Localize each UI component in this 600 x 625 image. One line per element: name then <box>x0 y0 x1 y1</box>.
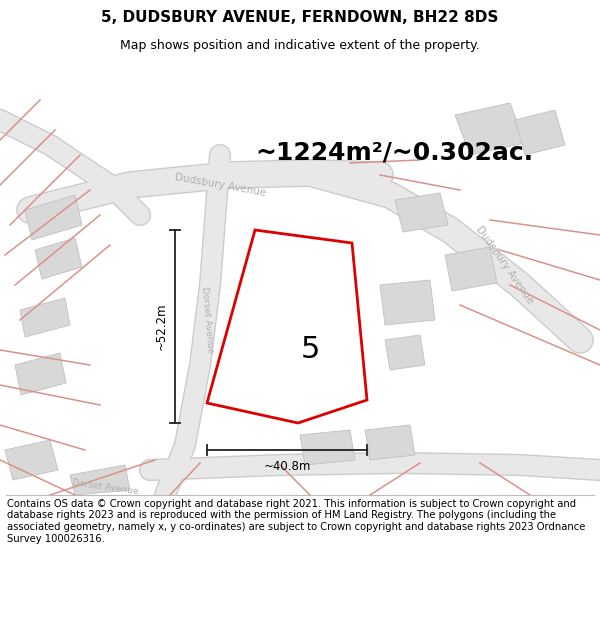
Polygon shape <box>365 425 415 460</box>
Polygon shape <box>25 195 82 240</box>
Text: Dorset Avenue: Dorset Avenue <box>71 478 139 496</box>
Text: Dudsbury Avenue: Dudsbury Avenue <box>475 224 536 306</box>
Text: ~40.8m: ~40.8m <box>263 461 311 474</box>
Polygon shape <box>35 238 82 279</box>
Text: 5: 5 <box>301 335 320 364</box>
Polygon shape <box>207 230 367 423</box>
Polygon shape <box>70 465 130 495</box>
Polygon shape <box>385 335 425 370</box>
Polygon shape <box>15 353 66 395</box>
Polygon shape <box>515 110 565 155</box>
Polygon shape <box>5 440 58 480</box>
Text: ~1224m²/~0.302ac.: ~1224m²/~0.302ac. <box>255 141 533 165</box>
Polygon shape <box>455 103 525 155</box>
Text: Dorset Avenue: Dorset Avenue <box>200 286 214 354</box>
Polygon shape <box>285 320 345 365</box>
Text: Dudsbury Avenue: Dudsbury Avenue <box>173 172 266 198</box>
Polygon shape <box>300 430 355 465</box>
Polygon shape <box>445 247 497 291</box>
Polygon shape <box>395 193 448 232</box>
Text: Contains OS data © Crown copyright and database right 2021. This information is : Contains OS data © Crown copyright and d… <box>7 499 586 544</box>
Polygon shape <box>20 298 70 337</box>
Polygon shape <box>380 280 435 325</box>
Text: 5, DUDSBURY AVENUE, FERNDOWN, BH22 8DS: 5, DUDSBURY AVENUE, FERNDOWN, BH22 8DS <box>101 10 499 25</box>
Text: Map shows position and indicative extent of the property.: Map shows position and indicative extent… <box>120 39 480 51</box>
Text: ~52.2m: ~52.2m <box>155 302 167 350</box>
